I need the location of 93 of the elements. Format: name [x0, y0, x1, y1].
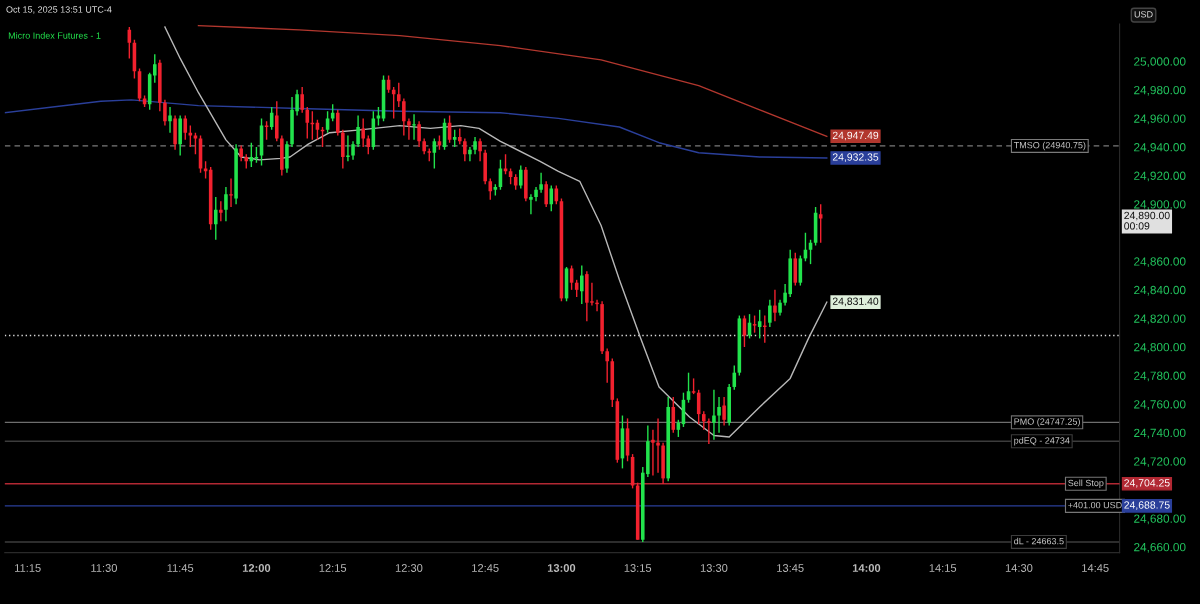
candlestick — [539, 172, 543, 194]
candlestick — [417, 120, 421, 148]
candlestick — [213, 196, 218, 241]
candlestick — [356, 114, 360, 148]
ref-line-label: TMSO (24940.75) — [1013, 141, 1086, 151]
data-label: 24,704.25 — [1124, 479, 1170, 488]
y-tick-label: 24,840.00 — [1134, 285, 1186, 296]
candlestick — [361, 117, 365, 148]
candlestick — [580, 264, 584, 305]
y-tick-label: 24,660.00 — [1134, 542, 1186, 553]
x-tick-label: 13:45 — [777, 564, 804, 572]
x-tick-label: 14:30 — [1005, 564, 1033, 572]
y-tick-label: 24,860.00 — [1134, 257, 1186, 268]
candlestick — [544, 180, 548, 208]
candlestick — [529, 193, 533, 215]
candlestick — [712, 389, 716, 441]
candlestick — [717, 396, 721, 434]
candlestick — [722, 396, 726, 427]
ref-line-label: pdEQ - 24734 — [1014, 437, 1070, 446]
candlestick — [549, 184, 554, 212]
candlestick — [503, 153, 508, 175]
y-tick-label: 24,760.00 — [1134, 400, 1186, 410]
candlestick — [468, 146, 472, 162]
x-tick-label: 14:15 — [929, 564, 957, 572]
x-tick-label: 14:00 — [852, 564, 881, 572]
candlestick — [412, 113, 416, 141]
candlestick — [163, 99, 167, 127]
y-tick-label: 24,720.00 — [1134, 457, 1186, 468]
y-tick-label: 24,920.00 — [1134, 171, 1186, 182]
y-tick-label: 24,980.00 — [1134, 85, 1186, 96]
x-tick-label: 12:45 — [472, 564, 499, 572]
candlestick — [707, 417, 711, 445]
data-label: 24,932.35 — [832, 153, 879, 162]
y-tick-label: 24,960.00 — [1134, 114, 1186, 125]
candlestick — [651, 429, 655, 477]
y-tick-label: 24,820.00 — [1134, 314, 1186, 325]
text: USD — [1134, 11, 1153, 18]
candlestick — [396, 82, 401, 108]
x-tick-label: 12:15 — [319, 564, 347, 572]
annotation: +401.00 USD — [1068, 501, 1122, 509]
y-tick-label: 24,740.00 — [1134, 428, 1186, 439]
text: Micro Index Futures - 1 — [8, 32, 101, 39]
candlestick — [188, 124, 193, 148]
ref-line-label: dL - 24663.5 — [1014, 537, 1064, 545]
y-tick-label: 24,780.00 — [1134, 371, 1186, 382]
data-label: 24,947.49 — [832, 131, 879, 141]
candlestick — [488, 177, 493, 201]
x-tick-label: 11:30 — [91, 564, 117, 572]
y-tick-label: 24,680.00 — [1134, 514, 1186, 525]
candlestick — [671, 396, 676, 434]
candlestick — [300, 86, 304, 114]
line-series — [164, 26, 828, 438]
x-tick-label: 11:15 — [15, 564, 41, 572]
candlestick — [224, 186, 228, 222]
candlestick — [305, 106, 310, 140]
data-label: 24,831.40 — [832, 297, 879, 307]
y-tick-label: 24,940.00 — [1134, 143, 1186, 153]
line-series — [197, 24, 828, 137]
annotation: Sell Stop — [1068, 479, 1104, 488]
candlestick — [768, 299, 772, 328]
x-tick-label: 13:30 — [700, 564, 728, 572]
candlestick — [152, 53, 157, 84]
x-tick-label: 13:00 — [547, 564, 576, 572]
x-tick-label: 14:45 — [1082, 564, 1109, 572]
chart-subtitle: Oct 15, 2025 13:51 UTC-4 — [6, 6, 112, 14]
candlestick — [773, 289, 777, 322]
candlestick — [229, 177, 233, 208]
candlestick — [351, 140, 355, 161]
text: 24,890.00 00:09 — [1124, 211, 1170, 230]
x-tick-label: 13:15 — [624, 564, 652, 572]
y-tick-label: 25,000.00 — [1134, 57, 1186, 68]
x-tick-label: 12:00 — [242, 564, 271, 572]
candlestick — [702, 410, 706, 431]
candlestick — [183, 114, 188, 141]
data-label: 24,688.75 — [1124, 501, 1170, 510]
candlestick — [757, 309, 762, 340]
x-tick-label: 11:45 — [167, 564, 194, 572]
y-tick-label: 24,900.00 — [1134, 200, 1186, 210]
candlestick — [335, 109, 340, 137]
candlestick — [402, 97, 406, 137]
candlestick — [168, 106, 172, 134]
candlestick — [519, 164, 523, 190]
candlestick — [366, 134, 371, 155]
candlestick — [478, 137, 482, 162]
candlestick — [219, 200, 223, 222]
candlestick — [656, 417, 660, 474]
y-tick-label: 24,800.00 — [1134, 343, 1186, 353]
candlestick — [274, 100, 279, 142]
candlestick — [463, 137, 467, 162]
x-tick-label: 12:30 — [395, 564, 423, 572]
candlestick — [605, 347, 609, 384]
ref-line-label: PMO (24747.25) — [1014, 418, 1080, 427]
candlestick — [407, 117, 411, 141]
